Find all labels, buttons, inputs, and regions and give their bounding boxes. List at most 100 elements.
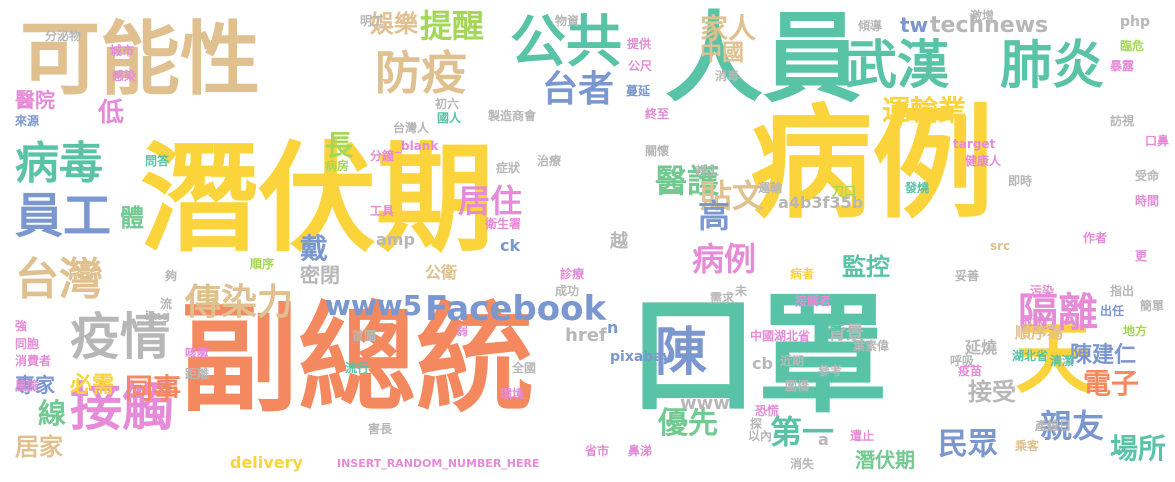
cloud-word: 家人 [700, 12, 757, 45]
cloud-word: 訪視 [1110, 114, 1135, 128]
cloud-word: 後續 [818, 319, 843, 333]
cloud-word: www [680, 393, 730, 414]
cloud-word: Facebook [425, 289, 607, 329]
cloud-word: 病例 [750, 93, 994, 235]
cloud-word: 提供 [627, 37, 652, 51]
cloud-word: 潛伏期 [140, 130, 495, 268]
cloud-word: 戴 [300, 232, 329, 265]
cloud-word: 電子 [1083, 367, 1140, 400]
cloud-word: php [1120, 14, 1151, 30]
cloud-word: 污染 [1030, 284, 1055, 298]
cloud-word: 症狀 [496, 161, 521, 175]
cloud-word: 流 [160, 297, 173, 311]
cloud-word: 更 [1135, 249, 1148, 263]
cloud-word: 強 [15, 319, 28, 333]
cloud-word: 省市 [585, 444, 610, 458]
cloud-word: 消失 [790, 457, 815, 471]
cloud-word: tw [900, 13, 929, 37]
cloud-word: 距離 [185, 367, 210, 381]
cloud-word: 消毒 [715, 69, 740, 83]
cloud-word: 接觸 [70, 378, 175, 438]
cloud-word: 背景 [828, 323, 864, 344]
cloud-word: 中國 [700, 41, 745, 66]
cloud-word: 民眾 [938, 427, 998, 462]
cloud-word: 環境 [500, 387, 525, 401]
cloud-word: www5 [325, 289, 423, 322]
cloud-word: 疫苗 [958, 364, 983, 378]
cloud-word: 運輸業 [882, 94, 967, 127]
cloud-word: 趕工 [695, 164, 720, 178]
cloud-word: 刀口 [832, 184, 857, 198]
cloud-word: 成功 [555, 284, 580, 298]
cloud-word: 臨危 [1120, 39, 1145, 53]
cloud-word: delivery [230, 453, 303, 472]
cloud-word: 飛沫 [1020, 314, 1045, 328]
cloud-word: 肺炎 [1000, 36, 1105, 96]
cloud-word: 感染 [112, 69, 137, 83]
cloud-word: 圍橋 [785, 379, 810, 393]
cloud-word: 娛樂 [370, 10, 418, 38]
cloud-word: 越 [610, 231, 628, 252]
cloud-word: 人員 [665, 2, 862, 116]
cloud-word: 台灣 [15, 254, 103, 305]
cloud-word: 衛生署 [485, 217, 522, 231]
cloud-word: 密閉 [300, 263, 340, 287]
cloud-word: n [607, 318, 619, 337]
cloud-word: 產線日 [1035, 419, 1072, 433]
cloud-word: cb [752, 354, 773, 373]
cloud-word: 潛伏期 [855, 448, 915, 472]
cloud-word: 延燒 [965, 338, 998, 357]
cloud-word: 居住 [458, 182, 523, 220]
cloud-word: 簡單 [1140, 299, 1165, 313]
cloud-word: 台者 [542, 69, 615, 110]
cloud-word: technews [930, 13, 1049, 38]
cloud-word: 場所 [1110, 432, 1167, 465]
cloud-word: 清潔 [1050, 354, 1075, 368]
cloud-word: 作者 [1083, 231, 1108, 245]
cloud-word: 武漢 [845, 36, 950, 96]
cloud-word: 專家 [15, 373, 55, 397]
cloud-word: INSERT_RANDOM_NUMBER_HERE [337, 457, 540, 470]
cloud-word: 病例 [692, 240, 757, 278]
cloud-word: 指出 [1110, 284, 1135, 298]
cloud-word: 關懷 [645, 144, 670, 158]
cloud-word: 國人 [437, 111, 462, 125]
cloud-word: 低 [98, 98, 125, 128]
cloud-word: 發燒 [905, 181, 930, 195]
cloud-word: 出任 [1100, 304, 1125, 318]
cloud-word: 參考 [818, 364, 843, 378]
cloud-word: 探 [750, 417, 763, 431]
cloud-word: 明工 [360, 14, 385, 28]
cloud-word: 未 [735, 284, 748, 298]
cloud-word: 初六 [435, 97, 460, 111]
cloud-word: 線 [38, 397, 67, 430]
cloud-word: 居家 [15, 433, 63, 461]
cloud-word: 同事 [125, 372, 182, 405]
cloud-word: 陳建仁 [1070, 343, 1137, 368]
cloud-word: 健康人 [965, 154, 1002, 168]
cloud-word: 接觸者 [795, 294, 832, 308]
cloud-word: 恐慌 [755, 404, 780, 418]
cloud-word: href [565, 325, 607, 346]
cloud-word: amp [376, 230, 415, 249]
cloud-word: 病毒 [15, 138, 103, 189]
cloud-word: 咳嗽 [185, 346, 210, 360]
cloud-word: 運輸 [758, 181, 783, 195]
cloud-word: 防疫 [375, 46, 467, 100]
cloud-word: 第一 [770, 413, 835, 451]
cloud-word: 消費者 [15, 354, 52, 368]
cloud-word: 中國湖北省 [750, 329, 811, 343]
cloud-word: _blank [395, 139, 439, 153]
cloud-word: 口罩 [628, 279, 889, 431]
cloud-word: 口鼻 [1145, 134, 1170, 148]
cloud-word: 湖北省 [1012, 349, 1049, 363]
cloud-word: 分鐘 [370, 149, 395, 163]
cloud-word: 風險 [15, 379, 40, 393]
cloud-word: 隔離 [1018, 290, 1098, 336]
cloud-word: 貼文 [700, 177, 765, 215]
cloud-word: 以內 [748, 429, 773, 443]
cloud-word: 夠 [165, 269, 178, 283]
cloud-word: 可能性 [20, 13, 260, 106]
cloud-word: 天 [1015, 314, 1094, 404]
